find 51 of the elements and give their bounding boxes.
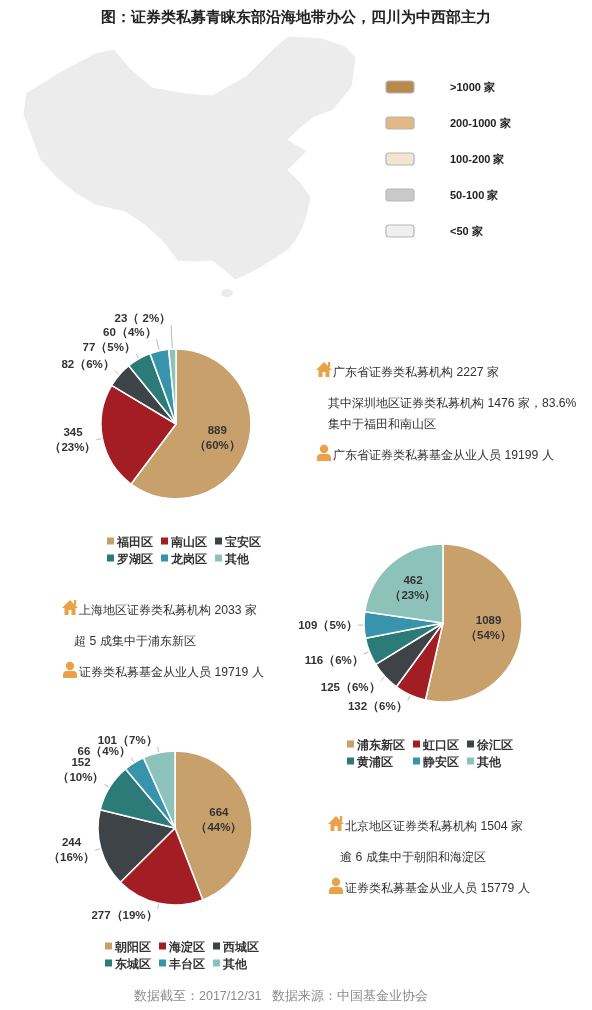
legend-label: 其他 — [222, 956, 248, 971]
text: 北京地区证券类私募机构 1504 家 — [345, 819, 523, 833]
data-label: 23（ 2%） — [114, 312, 172, 326]
legend-label: 虹口区 — [422, 737, 459, 752]
data-label: 101（7%） — [97, 733, 158, 747]
legend-label: 龙岗区 — [170, 551, 207, 566]
data-label: 345 （23%） — [49, 425, 97, 454]
data-label: 109（5%） — [298, 618, 359, 632]
text: 广东省证券类私募基金从业人员 19199 人 — [333, 448, 554, 462]
data-label: 60（4%） — [103, 326, 157, 340]
category-label: 200-1000 家 — [450, 117, 511, 129]
category-label: 50-100 家 — [450, 189, 499, 201]
text: 数据截至：2017/12/31 数据来源：中国基金业协会 — [134, 989, 428, 1003]
legend-label: 罗湖区 — [116, 551, 153, 566]
legend-label: 朝阳区 — [114, 939, 151, 954]
text: 图：证券类私募青睐东部沿海地带办公，四川为中西部主力 — [101, 8, 491, 25]
data-label: 77（5%） — [82, 340, 136, 354]
legend-label: 徐汇区 — [476, 737, 513, 752]
text: 其中深圳地区证券类私募机构 1476 家，83.6%集中于福田和南山区 — [328, 396, 577, 431]
data-label: 1089 （54%） — [465, 614, 513, 643]
legend-label: 其他 — [476, 754, 502, 769]
legend-label: 静安区 — [422, 754, 459, 769]
data-label: 462 （23%） — [389, 574, 437, 603]
legend-label: 福田区 — [116, 534, 153, 549]
legend-label: 南山区 — [170, 534, 207, 549]
text: 上海地区证券类私募机构 2033 家 — [79, 603, 257, 617]
data-label: 82（6%） — [61, 357, 115, 371]
legend-label: 东城区 — [114, 956, 151, 971]
data-label: 116（6%） — [304, 653, 364, 667]
legend-label: 浦东新区 — [356, 737, 405, 752]
data-label: 277（19%） — [91, 909, 158, 923]
legend-label: 西城区 — [222, 939, 259, 954]
legend-label: 宝安区 — [225, 534, 261, 549]
data-label: 244 （16%） — [48, 836, 96, 865]
legend-label: 海淀区 — [168, 939, 205, 954]
legend-label: 黄浦区 — [356, 754, 393, 769]
category-label: <50 家 — [450, 225, 483, 237]
text: 广东省证券类私募机构 2227 家 — [333, 365, 499, 379]
text: 逾 6 成集中于朝阳和海淀区 — [340, 850, 486, 864]
legend-label: 丰台区 — [168, 956, 205, 971]
text: 证券类私募基金从业人员 15779 人 — [345, 881, 530, 895]
data-label: 152 （10%） — [57, 756, 105, 785]
data-label: 132（6%） — [347, 700, 408, 714]
data-label: 664 （44%） — [195, 805, 243, 834]
category-label: >1000 家 — [450, 81, 495, 93]
category-label: 100-200 家 — [450, 153, 505, 165]
text: 证券类私募基金从业人员 19719 人 — [79, 665, 264, 679]
text: 超 5 成集中于浦东新区 — [74, 634, 196, 648]
legend-label: 其他 — [224, 551, 250, 566]
data-label: 889 （60%） — [193, 423, 241, 452]
data-label: 125（6%） — [320, 680, 381, 694]
